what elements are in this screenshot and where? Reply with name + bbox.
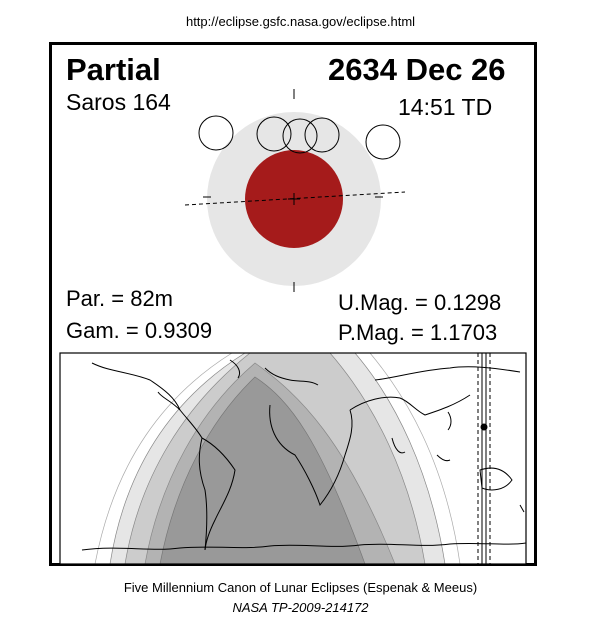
moon-outline-icon <box>365 124 401 160</box>
coast-asia-north <box>374 366 521 381</box>
moon-path-line <box>184 191 406 206</box>
umbral-magnitude: U.Mag. = 0.1298 <box>338 290 502 315</box>
coast-indonesia <box>436 454 451 462</box>
coast-antarctica <box>81 542 526 551</box>
saros-series: Saros 164 <box>66 89 171 115</box>
coast-asia-south <box>349 394 471 416</box>
penumbral-magnitude: P.Mag. = 1.1703 <box>338 320 498 345</box>
visibility-map <box>60 353 526 564</box>
source-url[interactable]: http://eclipse.gsfc.nasa.gov/eclipse.htm… <box>185 14 416 29</box>
coast-greenland <box>229 359 241 379</box>
moon-outline-icon <box>256 116 292 152</box>
coastlines <box>81 359 526 551</box>
partial-duration: Par. = 82m <box>66 286 174 311</box>
coast-south-america-west <box>198 437 208 551</box>
coast-australia <box>479 467 513 491</box>
coast-europe <box>264 367 319 386</box>
coast-africa <box>269 404 353 507</box>
coast-japan <box>447 411 452 431</box>
map-contour <box>94 353 233 564</box>
greatest-eclipse-time: 14:51 TD <box>398 94 493 120</box>
moon-outline-icon <box>282 118 318 154</box>
map-contour <box>369 353 461 564</box>
eclipse-type: Partial <box>66 52 161 87</box>
coast-north-america <box>91 362 203 439</box>
eclipse-date: 2634 Dec 26 <box>328 52 506 87</box>
footer-publication: NASA TP-2009-214172 <box>232 600 369 615</box>
map-border <box>59 352 527 565</box>
coast-gulf <box>157 391 181 411</box>
gamma-value: Gam. = 0.9309 <box>66 318 213 343</box>
shadow-diagram <box>184 89 406 292</box>
black-dot-icon <box>480 423 488 431</box>
moon-outline-icon <box>304 117 340 153</box>
moon-outline-icon <box>198 115 234 151</box>
coast-new-zealand <box>519 504 525 513</box>
coast-south-america-east <box>201 437 236 551</box>
footer-citation: Five Millennium Canon of Lunar Eclipses … <box>123 580 478 595</box>
coast-india <box>391 437 406 454</box>
